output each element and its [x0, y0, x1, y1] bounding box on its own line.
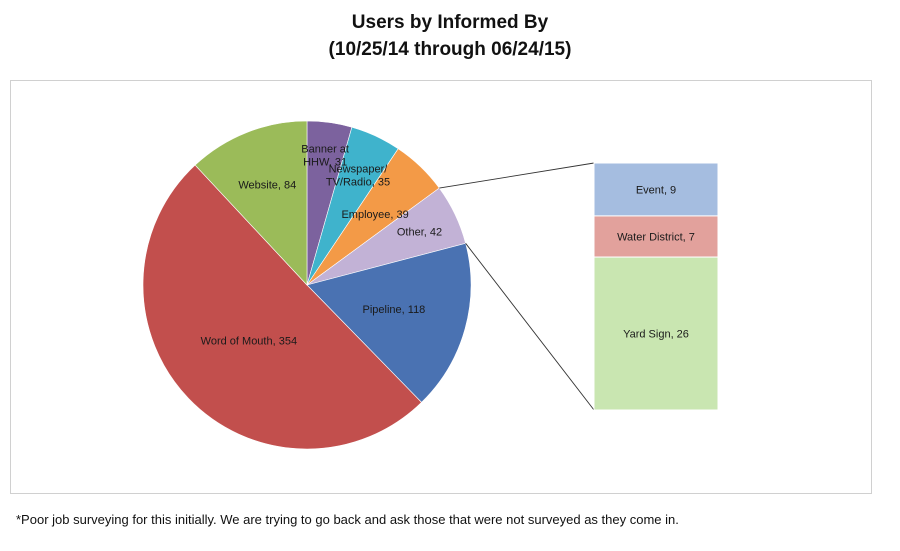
pie-slices	[142, 120, 472, 450]
other-breakdown-bar: Event, 9 Water District, 7 Yard Sign, 26	[593, 162, 719, 411]
connector-line-top	[439, 162, 595, 189]
chart-title: Users by Informed By	[351, 12, 549, 33]
slice-label-employee: Employee, 39	[341, 209, 408, 221]
breakdown-label-event: Event, 9	[636, 184, 676, 196]
breakdown-label-yard-sign: Yard Sign, 26	[623, 329, 689, 341]
breakdown-segment-yard-sign	[593, 256, 719, 411]
chart-subtitle: (10/25/14 through 06/24/15)	[328, 39, 572, 60]
slice-label-newspaper-tv-radio: Newspaper/TV/Radio, 35	[326, 163, 390, 188]
breakdown-segment-event	[593, 162, 719, 217]
breakdown-label-water-district: Water District, 7	[617, 232, 695, 244]
slice-label-banner-at-hhw: Banner at HHW, 31	[301, 144, 349, 169]
connector-line-bottom	[465, 243, 595, 411]
slice-label-website: Website, 84	[238, 179, 296, 191]
footnote: *Poor job surveying for this initially. …	[16, 512, 679, 527]
slice-label-word-of-mouth: Word of Mouth, 354	[201, 335, 297, 347]
slice-label-pipeline: Pipeline, 118	[363, 304, 426, 316]
pie-slice-website	[194, 120, 308, 286]
breakdown-connectors	[439, 162, 595, 411]
pie-slice-pipeline	[306, 242, 472, 403]
pie-slice-word-of-mouth	[142, 164, 422, 450]
slice-label-other: Other, 42	[397, 226, 442, 238]
